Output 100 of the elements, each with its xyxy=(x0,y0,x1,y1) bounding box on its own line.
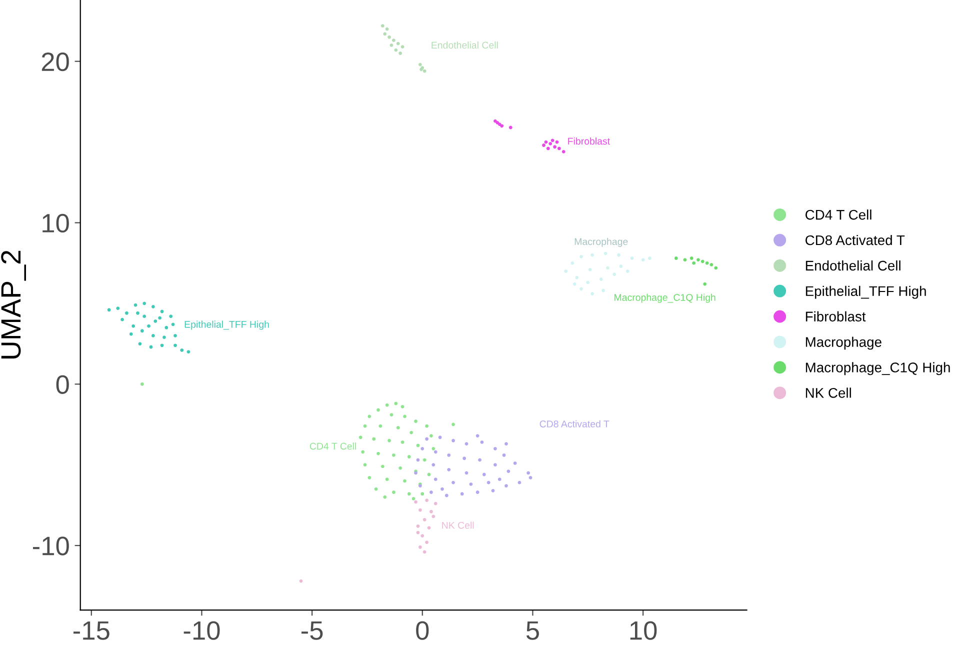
y-axis-title: UMAP_2 xyxy=(1,250,26,358)
point xyxy=(186,350,190,354)
point xyxy=(562,150,566,154)
point xyxy=(136,311,140,315)
point xyxy=(392,490,396,494)
legend-label: NK Cell xyxy=(806,388,851,398)
point xyxy=(714,266,718,270)
point xyxy=(394,402,398,406)
point xyxy=(396,426,400,430)
point xyxy=(432,514,436,518)
point xyxy=(383,495,387,499)
point xyxy=(412,497,416,500)
point xyxy=(460,492,464,496)
point xyxy=(403,414,406,418)
point xyxy=(422,458,426,462)
point xyxy=(140,329,144,333)
point xyxy=(619,264,623,268)
x-tick-label: -10 xyxy=(184,621,220,640)
point xyxy=(376,452,380,456)
point xyxy=(400,405,404,408)
point xyxy=(164,326,168,330)
point xyxy=(180,348,184,352)
point xyxy=(368,476,372,480)
point xyxy=(174,334,177,338)
point xyxy=(407,492,411,496)
point xyxy=(120,318,124,322)
y-tick-label: 20 xyxy=(42,52,69,72)
point xyxy=(432,446,436,450)
annotation: Macrophage xyxy=(574,238,628,247)
x-tick-label: 10 xyxy=(630,621,657,640)
point xyxy=(494,446,497,450)
legend-label: Endothelial Cell xyxy=(806,260,900,271)
point xyxy=(462,456,466,460)
point xyxy=(129,332,133,336)
point xyxy=(572,282,576,286)
point xyxy=(696,258,700,262)
point xyxy=(414,500,418,504)
point xyxy=(420,534,424,538)
point xyxy=(388,438,391,442)
point xyxy=(425,540,428,544)
point xyxy=(452,422,455,426)
point xyxy=(564,269,568,273)
point xyxy=(710,262,714,266)
point xyxy=(575,276,579,280)
point xyxy=(513,462,517,465)
point xyxy=(142,314,146,318)
x-tick-label: 5 xyxy=(526,621,539,640)
point xyxy=(132,324,136,328)
point xyxy=(674,256,678,260)
point xyxy=(425,498,428,502)
point xyxy=(580,287,583,291)
point xyxy=(380,464,384,468)
point xyxy=(385,478,389,482)
point xyxy=(703,282,707,286)
point xyxy=(508,126,512,130)
point xyxy=(138,342,142,346)
point xyxy=(648,256,652,260)
annotation: CD8 Activated T xyxy=(540,420,610,428)
point xyxy=(641,258,645,262)
point xyxy=(588,268,592,272)
point xyxy=(385,403,389,407)
point xyxy=(438,436,442,440)
point xyxy=(434,450,438,454)
point xyxy=(553,145,556,149)
legend-label: CD8 Activated T xyxy=(806,234,905,246)
point xyxy=(444,494,448,498)
point xyxy=(504,442,508,446)
point xyxy=(147,324,150,328)
point xyxy=(416,524,420,528)
x-tick-label: 0 xyxy=(416,621,429,640)
point xyxy=(626,269,630,273)
point xyxy=(420,492,424,496)
point xyxy=(606,266,610,270)
point xyxy=(398,52,402,55)
point xyxy=(418,508,422,512)
point xyxy=(570,261,574,265)
y-tick-label: -10 xyxy=(32,536,69,556)
point xyxy=(396,42,400,46)
point xyxy=(580,254,583,258)
point xyxy=(418,545,422,549)
point xyxy=(430,490,433,494)
point xyxy=(400,45,404,49)
point xyxy=(452,480,455,484)
point xyxy=(550,138,554,142)
point xyxy=(464,471,468,475)
legend-label: Epithelial_TFF High xyxy=(806,286,926,299)
point xyxy=(690,256,694,260)
point xyxy=(447,453,451,457)
point xyxy=(425,437,428,441)
point xyxy=(361,450,365,454)
point xyxy=(705,261,709,265)
point xyxy=(590,253,594,257)
point xyxy=(434,478,438,482)
point xyxy=(476,490,480,494)
point xyxy=(526,471,530,475)
point xyxy=(174,344,177,348)
annotation: CD4 T Cell xyxy=(310,442,356,450)
point xyxy=(440,487,444,491)
legend-label: Macrophage xyxy=(806,336,882,350)
point xyxy=(506,470,510,473)
